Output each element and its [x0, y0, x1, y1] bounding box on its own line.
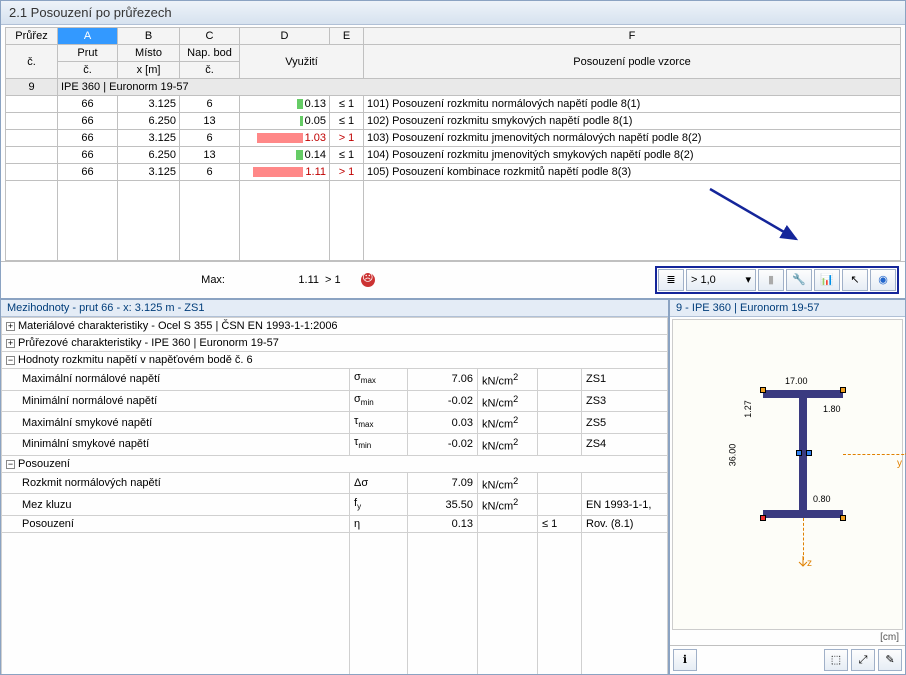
group-row[interactable]: 9IPE 360 | Euronorm 19-57: [6, 79, 901, 96]
expand-icon[interactable]: +: [6, 339, 15, 348]
col-subheader-prurez: č.: [6, 45, 58, 79]
table-row[interactable]: 66 6.250 13 0.05 ≤ 1 102) Posouzení rozk…: [6, 113, 901, 130]
toolbar: ≣ > 1,0▾ ▮ 🔧 📊 ↖ ◉: [655, 266, 899, 294]
dim-tf: 1.27: [743, 400, 753, 418]
unit-label: [cm]: [670, 632, 905, 645]
axis-z-label: z: [807, 558, 812, 569]
dim-width: 17.00: [785, 376, 808, 386]
max-cmp: > 1: [325, 274, 355, 286]
dim-r: 1.80: [823, 404, 841, 414]
table-row[interactable]: 66 3.125 6 1.03 > 1 103) Posouzení rozkm…: [6, 130, 901, 147]
section-btn-2[interactable]: ⤢: [851, 649, 875, 671]
table-row[interactable]: 66 3.125 6 1.11 > 1 105) Posouzení kombi…: [6, 164, 901, 181]
view-button-4[interactable]: ↖: [842, 269, 868, 291]
col-subheader-f: Posouzení podle vzorce: [364, 45, 901, 79]
view-button-1[interactable]: ▮: [758, 269, 784, 291]
chevron-down-icon: ▾: [745, 270, 751, 290]
collapse-icon[interactable]: −: [6, 356, 15, 365]
view-button-5[interactable]: ◉: [870, 269, 896, 291]
col-subheader-misto2: x [m]: [118, 62, 180, 79]
info-button[interactable]: ℹ: [673, 649, 697, 671]
col-header-E[interactable]: E: [330, 28, 364, 45]
view-button-2[interactable]: 🔧: [786, 269, 812, 291]
table-row[interactable]: 66 3.125 6 0.13 ≤ 1 101) Posouzení rozkm…: [6, 96, 901, 113]
col-subheader-misto1: Místo: [118, 45, 180, 62]
main-table[interactable]: Průřez A B C D E F č. Prut Místo Nap. bo…: [5, 27, 901, 261]
max-value: 1.11: [231, 274, 319, 286]
section-title: 9 - IPE 360 | Euronorm 19-57: [670, 300, 905, 317]
collapse-icon[interactable]: −: [6, 460, 15, 469]
detail-title: Mezihodnoty - prut 66 - x: 3.125 m - ZS1: [1, 300, 668, 317]
col-header-C[interactable]: C: [180, 28, 240, 45]
view-button-3[interactable]: 📊: [814, 269, 840, 291]
col-subheader-prut2: č.: [58, 62, 118, 79]
filter-mode-icon[interactable]: ≣: [658, 269, 684, 291]
section-canvas[interactable]: 17.00 1.27 1.80 36.00 0.80 y z: [672, 319, 903, 630]
axis-y-label: y: [897, 458, 902, 469]
dim-tw: 0.80: [813, 494, 831, 504]
detail-table[interactable]: +Materiálové charakteristiky - Ocel S 35…: [1, 317, 668, 674]
col-header-D[interactable]: D: [240, 28, 330, 45]
max-label: Max:: [7, 274, 225, 286]
col-header-A[interactable]: A: [58, 28, 118, 45]
panel-title: 2.1 Posouzení po průřezech: [1, 1, 905, 25]
col-subheader-nap2: č.: [180, 62, 240, 79]
sad-face-icon: [361, 273, 375, 287]
table-row[interactable]: 66 6.250 13 0.14 ≤ 1 104) Posouzení rozk…: [6, 147, 901, 164]
expand-icon[interactable]: +: [6, 322, 15, 331]
section-btn-1[interactable]: ⬚: [824, 649, 848, 671]
col-subheader-prut1: Prut: [58, 45, 118, 62]
threshold-select[interactable]: > 1,0▾: [686, 269, 756, 291]
col-header-B[interactable]: B: [118, 28, 180, 45]
col-header-F[interactable]: F: [364, 28, 901, 45]
col-header-prurez: Průřez: [6, 28, 58, 45]
dim-h: 36.00: [727, 444, 737, 467]
col-subheader-nap1: Nap. bod: [180, 45, 240, 62]
section-btn-3[interactable]: ✎: [878, 649, 902, 671]
col-subheader-vyuziti: Využití: [240, 45, 364, 79]
